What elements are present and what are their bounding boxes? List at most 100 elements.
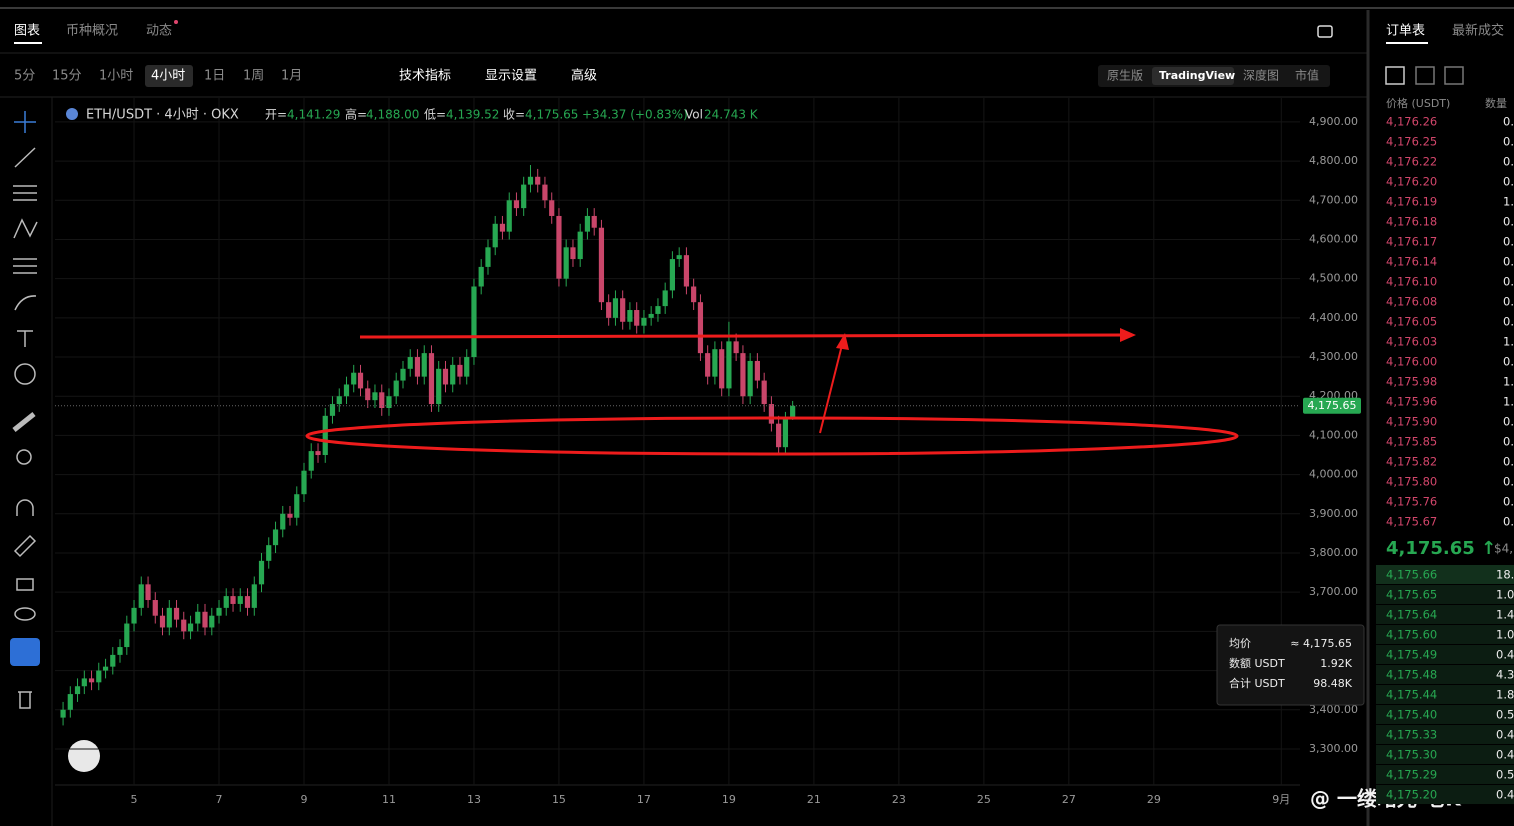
magnet-tool[interactable] bbox=[16, 499, 34, 516]
book-view-icons bbox=[1385, 66, 1464, 85]
interval[interactable]: 1月 bbox=[281, 69, 302, 84]
tooltip-box bbox=[1216, 624, 1365, 706]
bid-qty: 0.5 bbox=[1496, 708, 1514, 722]
symbol: ETH/USDT · 4小时 · OKX bbox=[86, 108, 239, 123]
candle-body bbox=[131, 607, 137, 624]
bid-depth bbox=[1376, 625, 1514, 644]
side-tab[interactable]: 最新成交 bbox=[1452, 23, 1504, 39]
candle-body bbox=[379, 392, 385, 408]
toolbar-button[interactable]: 高级 bbox=[571, 68, 597, 84]
book-view-both[interactable] bbox=[1385, 66, 1405, 85]
vol-value: 24.743 K bbox=[704, 108, 759, 122]
toolbar-button[interactable]: 技术指标 bbox=[399, 69, 451, 84]
emoji-tool[interactable] bbox=[14, 363, 36, 385]
lock-tool[interactable] bbox=[16, 578, 34, 591]
ask-price: 4,175.90 bbox=[1386, 415, 1437, 429]
x-tick-label: 25 bbox=[977, 793, 991, 806]
window-icon[interactable] bbox=[1317, 25, 1333, 38]
candle-body bbox=[102, 666, 109, 671]
bid-depth bbox=[1376, 705, 1514, 724]
top-tab[interactable]: 币种概况 bbox=[66, 24, 118, 39]
book-view-asks[interactable] bbox=[1444, 66, 1464, 85]
interval[interactable]: 15分 bbox=[52, 69, 82, 84]
ruler-tool[interactable] bbox=[12, 412, 36, 432]
candle-body bbox=[782, 419, 789, 448]
projection-tool[interactable] bbox=[13, 258, 37, 274]
ohlc-value: 4,188.00 bbox=[366, 108, 419, 122]
view-mode[interactable]: 市值 bbox=[1295, 68, 1319, 83]
ask-qty: 0.0 bbox=[1503, 255, 1514, 269]
interval-active-bg bbox=[145, 65, 193, 87]
bid-price: 4,175.40 bbox=[1386, 708, 1437, 722]
candle-body bbox=[67, 694, 73, 710]
visibility-tool[interactable] bbox=[14, 607, 36, 621]
candle-body bbox=[620, 298, 626, 322]
candle-body bbox=[159, 615, 166, 628]
x-tick-label: 21 bbox=[807, 793, 821, 806]
left-tools bbox=[10, 111, 40, 709]
y-tick-label: 3,300.00 bbox=[1309, 742, 1358, 755]
candle-body bbox=[705, 353, 711, 377]
candle-body bbox=[287, 513, 293, 518]
toolbar-button[interactable]: 显示设置 bbox=[485, 69, 537, 84]
candle-body bbox=[634, 310, 640, 326]
candle-body bbox=[754, 360, 760, 381]
view-mode[interactable]: 原生版 bbox=[1107, 69, 1143, 83]
candle-body bbox=[655, 306, 661, 314]
ask-price: 4,176.20 bbox=[1386, 175, 1437, 189]
view-mode[interactable]: TradingView bbox=[1159, 69, 1235, 82]
fib-tool[interactable] bbox=[13, 185, 37, 201]
interval[interactable]: 5分 bbox=[14, 69, 35, 84]
pattern-tool[interactable] bbox=[13, 218, 38, 239]
text-tool[interactable] bbox=[17, 330, 33, 347]
interval[interactable]: 1周 bbox=[243, 69, 264, 84]
candle-body bbox=[584, 215, 591, 232]
bid-price: 4,175.48 bbox=[1386, 668, 1437, 682]
bid-qty: 0.4 bbox=[1496, 788, 1514, 802]
book-view-bids[interactable] bbox=[1415, 66, 1435, 85]
interval[interactable]: 1日 bbox=[204, 69, 225, 84]
bid-depth bbox=[1376, 645, 1514, 664]
x-tick-label: 13 bbox=[467, 793, 481, 806]
side-tab[interactable]: 订单表 bbox=[1386, 24, 1425, 39]
y-tick-label: 4,300.00 bbox=[1309, 350, 1358, 363]
candle-body bbox=[195, 611, 201, 624]
candle-body bbox=[315, 451, 321, 456]
candle-body bbox=[577, 231, 583, 260]
bid-depth bbox=[1376, 565, 1514, 584]
brush-tool[interactable] bbox=[14, 295, 37, 311]
candle-body bbox=[400, 368, 406, 381]
candle-body bbox=[81, 678, 87, 687]
interval[interactable]: 1小时 bbox=[99, 69, 133, 84]
view-mode[interactable]: 深度图 bbox=[1243, 68, 1279, 83]
line-tool[interactable] bbox=[14, 147, 36, 168]
price-header: 价格 (USDT) bbox=[1386, 96, 1450, 110]
tooltip-label: 合计 USDT bbox=[1229, 676, 1285, 690]
bid-qty: 18.4 bbox=[1496, 568, 1514, 582]
drawn-arrowhead bbox=[1120, 328, 1136, 342]
bid-depth bbox=[1376, 585, 1514, 604]
candle-body bbox=[88, 678, 95, 683]
y-tick-label: 3,400.00 bbox=[1309, 703, 1358, 716]
zoom-tool[interactable] bbox=[16, 449, 32, 465]
interval[interactable]: 4小时 bbox=[151, 69, 185, 84]
candle-body bbox=[768, 404, 775, 424]
ask-qty: 1.2 bbox=[1503, 335, 1514, 349]
top-tab[interactable]: 图表 bbox=[14, 24, 40, 39]
ask-qty: 1.0 bbox=[1503, 375, 1514, 389]
candle-body bbox=[166, 607, 172, 628]
candle-body bbox=[761, 380, 767, 405]
ask-qty: 0.1 bbox=[1503, 295, 1514, 309]
ask-qty: 0.0 bbox=[1503, 275, 1514, 289]
candle-body bbox=[322, 415, 328, 456]
crosshair-tool[interactable] bbox=[14, 111, 36, 133]
ask-price: 4,175.76 bbox=[1386, 495, 1437, 509]
lock-draw-tool[interactable] bbox=[13, 534, 37, 558]
top-tab[interactable]: 动态 bbox=[146, 24, 172, 39]
ask-qty: 0.1 bbox=[1503, 215, 1514, 229]
delete-tool[interactable] bbox=[18, 691, 32, 709]
candle-body bbox=[173, 607, 180, 620]
link-tool[interactable] bbox=[10, 638, 40, 666]
ask-price: 4,176.17 bbox=[1386, 235, 1437, 249]
x-tick-label: 9 bbox=[301, 793, 308, 806]
